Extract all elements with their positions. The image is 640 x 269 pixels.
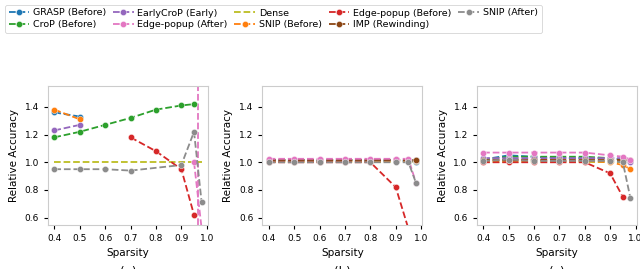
Y-axis label: Relative Accuracy: Relative Accuracy xyxy=(9,109,19,202)
Legend: GRASP (Before), CroP (Before), EarlyCroP (Early), Edge-popup (After), Dense, SNI: GRASP (Before), CroP (Before), EarlyCroP… xyxy=(4,5,541,33)
Text: (c): (c) xyxy=(549,266,564,269)
Text: (b): (b) xyxy=(334,266,351,269)
Y-axis label: Relative Accuracy: Relative Accuracy xyxy=(438,109,448,202)
Text: (a): (a) xyxy=(120,266,136,269)
X-axis label: Sparsity: Sparsity xyxy=(536,248,578,258)
Y-axis label: Relative Accuracy: Relative Accuracy xyxy=(223,109,234,202)
X-axis label: Sparsity: Sparsity xyxy=(321,248,364,258)
X-axis label: Sparsity: Sparsity xyxy=(107,248,149,258)
